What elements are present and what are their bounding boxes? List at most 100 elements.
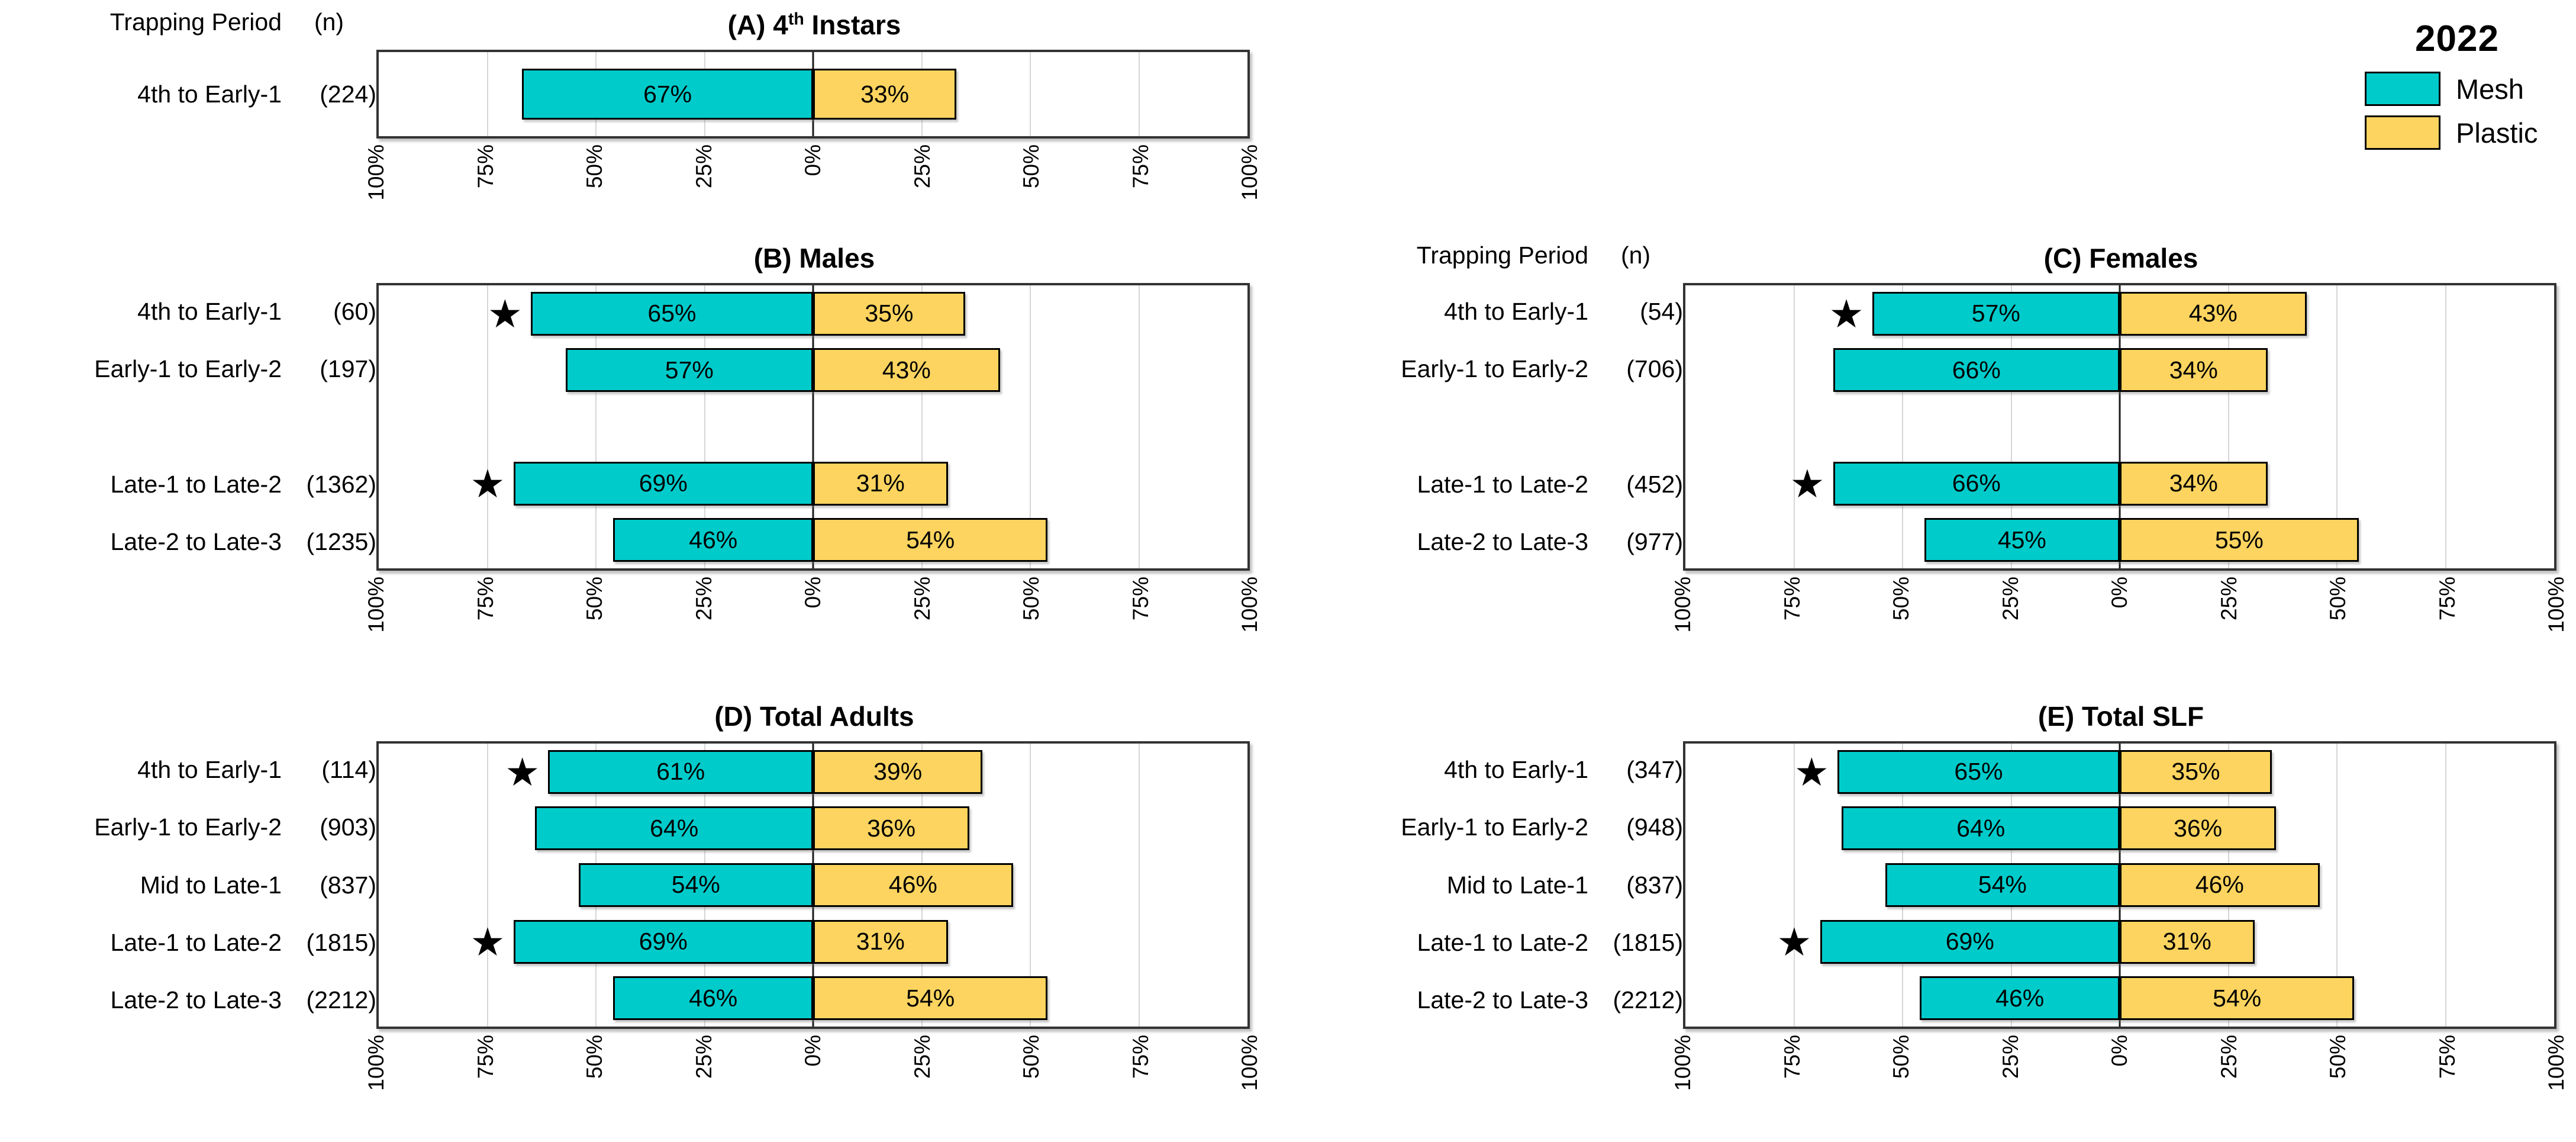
mesh-bar-value: 45%	[1997, 526, 2046, 554]
panel-title: (B) Males	[753, 243, 875, 274]
bar-band: 57% 43% ★	[1685, 285, 2554, 342]
plastic-bar-value: 55%	[2214, 526, 2264, 554]
axis-tick-label: 100%	[2544, 1035, 2568, 1091]
row-label: 4th to Early-1 (54)	[1316, 283, 1683, 340]
mesh-bar: 46%	[613, 976, 813, 1021]
axis-tick-label: 100%	[1237, 144, 1262, 201]
plastic-bar: 46%	[813, 863, 1013, 907]
mesh-bar: 45%	[1924, 518, 2120, 562]
plastic-bar: 35%	[2120, 749, 2272, 794]
gridline	[704, 285, 705, 568]
row-label: Late-1 to Late-2 (1362)	[9, 456, 376, 513]
bar-band: 66% 34% ★	[1685, 455, 2554, 512]
plastic-swatch-icon	[2365, 115, 2440, 150]
axis-tick-label: 25%	[910, 577, 934, 621]
plastic-bar: 55%	[2120, 518, 2359, 562]
gridline	[1030, 744, 1031, 1027]
mesh-bar-value: 66%	[1952, 469, 2001, 497]
axis-tick-label: 0%	[801, 577, 825, 609]
plastic-bar-value: 35%	[865, 300, 914, 327]
significance-star-icon: ★	[1777, 919, 1812, 964]
axis-tick-label: 50%	[582, 144, 607, 189]
mesh-bar-value: 69%	[1945, 928, 1994, 956]
plastic-bar-value: 34%	[2169, 469, 2218, 497]
row-label: Mid to Late-1 (837)	[9, 856, 376, 913]
significance-star-icon: ★	[1790, 461, 1825, 506]
panel-title: (E) Total SLF	[2037, 701, 2204, 732]
axis-tick-label: 0%	[2107, 1035, 2132, 1067]
sample-size-label: (224)	[320, 80, 376, 108]
row-label: Late-1 to Late-2 (1815)	[1316, 914, 1683, 971]
bar-band: 46% 54%	[379, 512, 1247, 568]
row-labels: 4th to Early-1 (114) Early-1 to Early-2 (90…	[9, 741, 376, 1029]
sample-size-label: (706)	[1626, 355, 1683, 383]
plastic-bar: 36%	[2120, 806, 2277, 851]
bar-band: 54% 46%	[1685, 857, 2554, 913]
trapping-period-label: Early-1 to Early-2	[94, 355, 282, 383]
bar-band: 69% 31% ★	[1685, 913, 2554, 970]
row-labels: 4th to Early-1 (347) Early-1 to Early-2 (94…	[1316, 741, 1683, 1029]
mesh-bar-value: 61%	[656, 758, 705, 786]
bar-band: 64% 36%	[379, 800, 1247, 857]
row-label: 4th to Early-1 (347)	[1316, 741, 1683, 799]
mesh-bar: 66%	[1833, 461, 2120, 506]
row-label: Late-2 to Late-3 (1235)	[9, 513, 376, 571]
plastic-bar: 43%	[2120, 291, 2307, 336]
legend-label-plastic: Plastic	[2456, 117, 2538, 149]
plastic-bar-value: 54%	[906, 526, 955, 554]
plastic-bar: 31%	[2120, 919, 2255, 964]
axis-tick-label: 25%	[691, 144, 716, 189]
x-axis-ticks: 100% 75% 50% 25% 0% 25% 50% 75% 100%	[364, 139, 1262, 229]
axis-tick-label: 75%	[2435, 577, 2459, 621]
zero-axis-line	[2119, 285, 2121, 568]
plastic-bar-value: 31%	[856, 469, 905, 497]
row-label: 4th to Early-1 (224)	[9, 50, 376, 139]
panel-total-slf: (E) Total SLF 4th to Early-1 (347) Early-1 …	[1316, 691, 2568, 1119]
mesh-bar: 69%	[1820, 919, 2120, 964]
plot-area: 65% 35% ★ 64% 36% 54% 46% 69% 31% ★ 46% 54%	[1683, 741, 2556, 1029]
row-label: Early-1 to Early-2 (948)	[1316, 799, 1683, 856]
row-label: Mid to Late-1 (837)	[1316, 856, 1683, 913]
plastic-bar-value: 46%	[888, 871, 937, 899]
panel-4th-instars: (A) 4th Instars Trapping Period (n) 4th to …	[9, 0, 1262, 229]
column-header-n: (n)	[314, 8, 344, 36]
gridline	[1138, 52, 1140, 136]
gridline	[486, 285, 488, 568]
mesh-bar: 65%	[1837, 749, 2120, 794]
x-axis-ticks: 100% 75% 50% 25% 0% 25% 50% 75% 100%	[364, 571, 1262, 661]
bar-band: 46% 54%	[1685, 970, 2554, 1027]
row-label	[1316, 398, 1683, 455]
trapping-period-label: Late-2 to Late-3	[1417, 986, 1588, 1014]
row-label: Late-1 to Late-2 (1815)	[9, 914, 376, 971]
bar-band: 61% 39% ★	[379, 744, 1247, 800]
mesh-bar-value: 54%	[1978, 871, 2027, 899]
sample-size-label: (837)	[1626, 871, 1683, 899]
plastic-bar: 43%	[813, 348, 1000, 393]
axis-tick-label: 25%	[1998, 1035, 2023, 1079]
mesh-bar: 64%	[535, 806, 813, 851]
mesh-swatch-icon	[2365, 72, 2440, 106]
row-label: Late-2 to Late-3 (2212)	[9, 971, 376, 1029]
panel-females: (C) Females Trapping Period (n) 4th to Earl…	[1316, 233, 2568, 661]
mesh-bar-value: 46%	[689, 984, 738, 1012]
plastic-bar-value: 46%	[2195, 871, 2244, 899]
row-label: Late-2 to Late-3 (2212)	[1316, 971, 1683, 1029]
mesh-bar-value: 64%	[1956, 814, 2006, 842]
trapping-period-label: Late-1 to Late-2	[1417, 470, 1588, 498]
axis-tick-label: 100%	[364, 577, 388, 633]
significance-star-icon: ★	[470, 461, 505, 506]
trapping-period-label: Late-2 to Late-3	[110, 527, 282, 555]
axis-tick-label: 75%	[1128, 577, 1153, 621]
sample-size-label: (977)	[1626, 527, 1683, 555]
trapping-period-label: Late-1 to Late-2	[110, 928, 282, 956]
axis-tick-label: 100%	[1671, 577, 1695, 633]
x-axis-ticks: 100% 75% 50% 25% 0% 25% 50% 75% 100%	[1671, 571, 2568, 661]
sample-size-label: (54)	[1640, 298, 1683, 326]
mesh-bar: 57%	[1872, 291, 2120, 336]
axis-tick-label: 50%	[1019, 144, 1043, 189]
row-label: Late-1 to Late-2 (452)	[1316, 456, 1683, 513]
sample-size-label: (1235)	[306, 527, 376, 555]
axis-tick-label: 25%	[910, 1035, 934, 1079]
zero-axis-line	[812, 285, 814, 568]
plastic-bar: 35%	[813, 291, 965, 336]
